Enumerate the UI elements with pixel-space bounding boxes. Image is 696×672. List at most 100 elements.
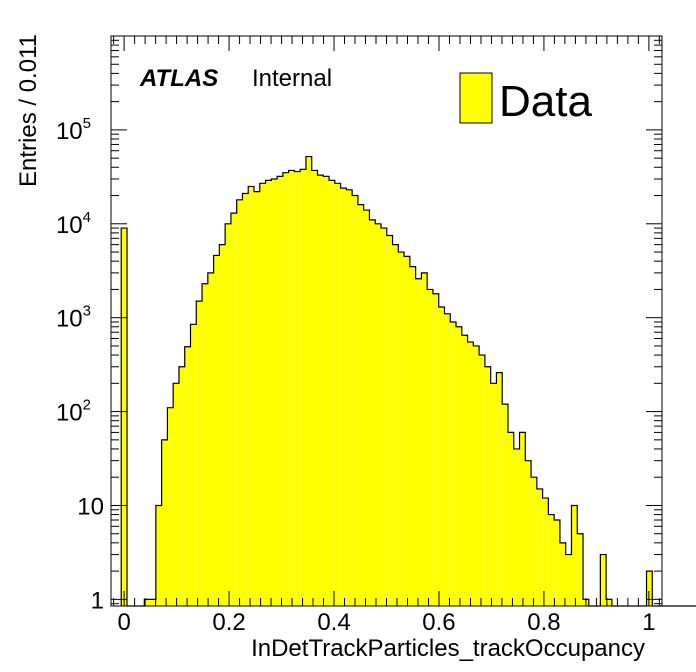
legend-label-data: Data — [499, 77, 592, 126]
histogram-bin — [531, 477, 537, 606]
histogram-bin — [184, 346, 191, 606]
histogram-bin — [490, 383, 497, 606]
histogram-bin — [559, 542, 566, 606]
histogram-bin — [271, 178, 278, 606]
histogram-bin — [427, 289, 433, 606]
histogram-bin — [294, 171, 301, 606]
histogram-bin — [196, 301, 203, 606]
histogram-bin — [496, 372, 503, 606]
histogram-bin — [207, 272, 214, 606]
y-axis-label: Entries / 0.011 — [15, 34, 42, 187]
histogram-bin — [392, 244, 399, 606]
histogram-bin — [236, 199, 243, 606]
histogram-bin — [242, 193, 249, 606]
histogram-bin — [311, 170, 318, 606]
histogram-bin — [323, 176, 330, 607]
histogram-bin — [415, 278, 422, 606]
histogram-bin — [502, 404, 508, 606]
histogram-bin — [161, 439, 168, 606]
x-tick-label: 0.2 — [212, 609, 245, 636]
histogram-bin — [329, 180, 335, 606]
histogram-outline — [120, 155, 696, 607]
x-tick-label: 1 — [642, 609, 655, 636]
histogram-bin — [450, 321, 457, 606]
y-tick-exponent: 5 — [83, 115, 91, 132]
histogram-bin — [577, 533, 584, 606]
histogram-bin — [363, 210, 370, 606]
y-tick-label: 103 — [56, 303, 91, 333]
histogram-bin — [525, 460, 532, 606]
legend: Data — [459, 72, 592, 126]
histogram-bin — [565, 554, 572, 606]
histogram-bin — [352, 195, 358, 606]
histogram-bin — [548, 514, 555, 606]
histogram-bin — [155, 505, 162, 606]
histogram-bin — [461, 335, 468, 606]
histogram-bin — [542, 498, 549, 606]
y-tick-exponent: 4 — [83, 209, 91, 226]
y-tick-label: 10 — [77, 493, 104, 520]
histogram-bin — [606, 599, 612, 606]
histogram-bin — [473, 345, 480, 606]
histogram-bin — [479, 355, 485, 606]
histogram-bin — [300, 169, 306, 606]
histogram-bin — [369, 219, 376, 606]
histogram-bin — [484, 366, 491, 606]
legend-swatch-data — [459, 72, 493, 124]
y-tick-exponent: 2 — [83, 397, 91, 414]
histogram-bin — [409, 266, 416, 606]
histogram-bin — [230, 213, 237, 606]
internal-label: Internal — [252, 65, 332, 92]
histogram-bin — [259, 183, 266, 606]
axis-ticks — [111, 35, 662, 606]
x-tick-label: 0.4 — [317, 609, 350, 636]
histogram-bin — [178, 366, 185, 606]
histogram-bin — [248, 186, 254, 607]
histogram-bin — [513, 448, 520, 606]
histogram-bin — [253, 191, 260, 606]
histogram-bin — [554, 520, 560, 606]
histogram-bin — [167, 407, 174, 606]
x-tick-label: 0.8 — [527, 609, 560, 636]
histogram-bin — [421, 272, 428, 606]
histogram-bin — [646, 571, 653, 606]
histogram-bin — [398, 252, 405, 606]
histogram-bin — [467, 342, 474, 606]
y-tick-label: 1 — [91, 587, 104, 614]
histogram-bin — [190, 324, 197, 606]
histogram-bin — [277, 176, 283, 607]
histogram-bin — [386, 235, 393, 606]
histogram-bin — [340, 188, 347, 606]
histogram-bin — [150, 599, 156, 606]
histogram-bin — [121, 228, 128, 606]
histogram-bin — [519, 432, 526, 606]
x-tick-label: 0 — [117, 609, 130, 636]
histogram-bin — [380, 228, 387, 606]
histogram-bin — [357, 204, 364, 606]
x-tick-label: 0.6 — [422, 609, 455, 636]
atlas-label: ATLAS — [139, 65, 218, 92]
histogram-bin — [288, 170, 295, 606]
histogram-bin — [317, 175, 324, 607]
histogram-bin — [173, 383, 179, 606]
histogram-bin — [265, 180, 272, 606]
histogram-bars — [120, 155, 696, 607]
histogram-bin — [456, 326, 462, 606]
histogram-bin — [438, 306, 445, 606]
x-tick-labels: 0 0.2 0.4 0.6 0.8 1 — [117, 609, 655, 636]
y-tick-label: 102 — [56, 397, 91, 427]
histogram-bin — [219, 244, 226, 606]
histogram-bin — [213, 255, 220, 606]
histogram-bin — [282, 172, 289, 607]
histogram-bin — [571, 505, 578, 606]
histogram-bin — [536, 488, 543, 606]
y-tick-label: 105 — [56, 115, 91, 145]
y-tick-label: 104 — [56, 209, 91, 239]
histogram-bin — [444, 313, 451, 606]
histogram-bin — [305, 156, 312, 606]
y-tick-exponent: 3 — [83, 303, 91, 320]
histogram-bin — [202, 283, 208, 606]
y-tick-labels: 1 10 102 103 104 105 — [56, 115, 104, 614]
histogram-bin — [600, 554, 607, 606]
